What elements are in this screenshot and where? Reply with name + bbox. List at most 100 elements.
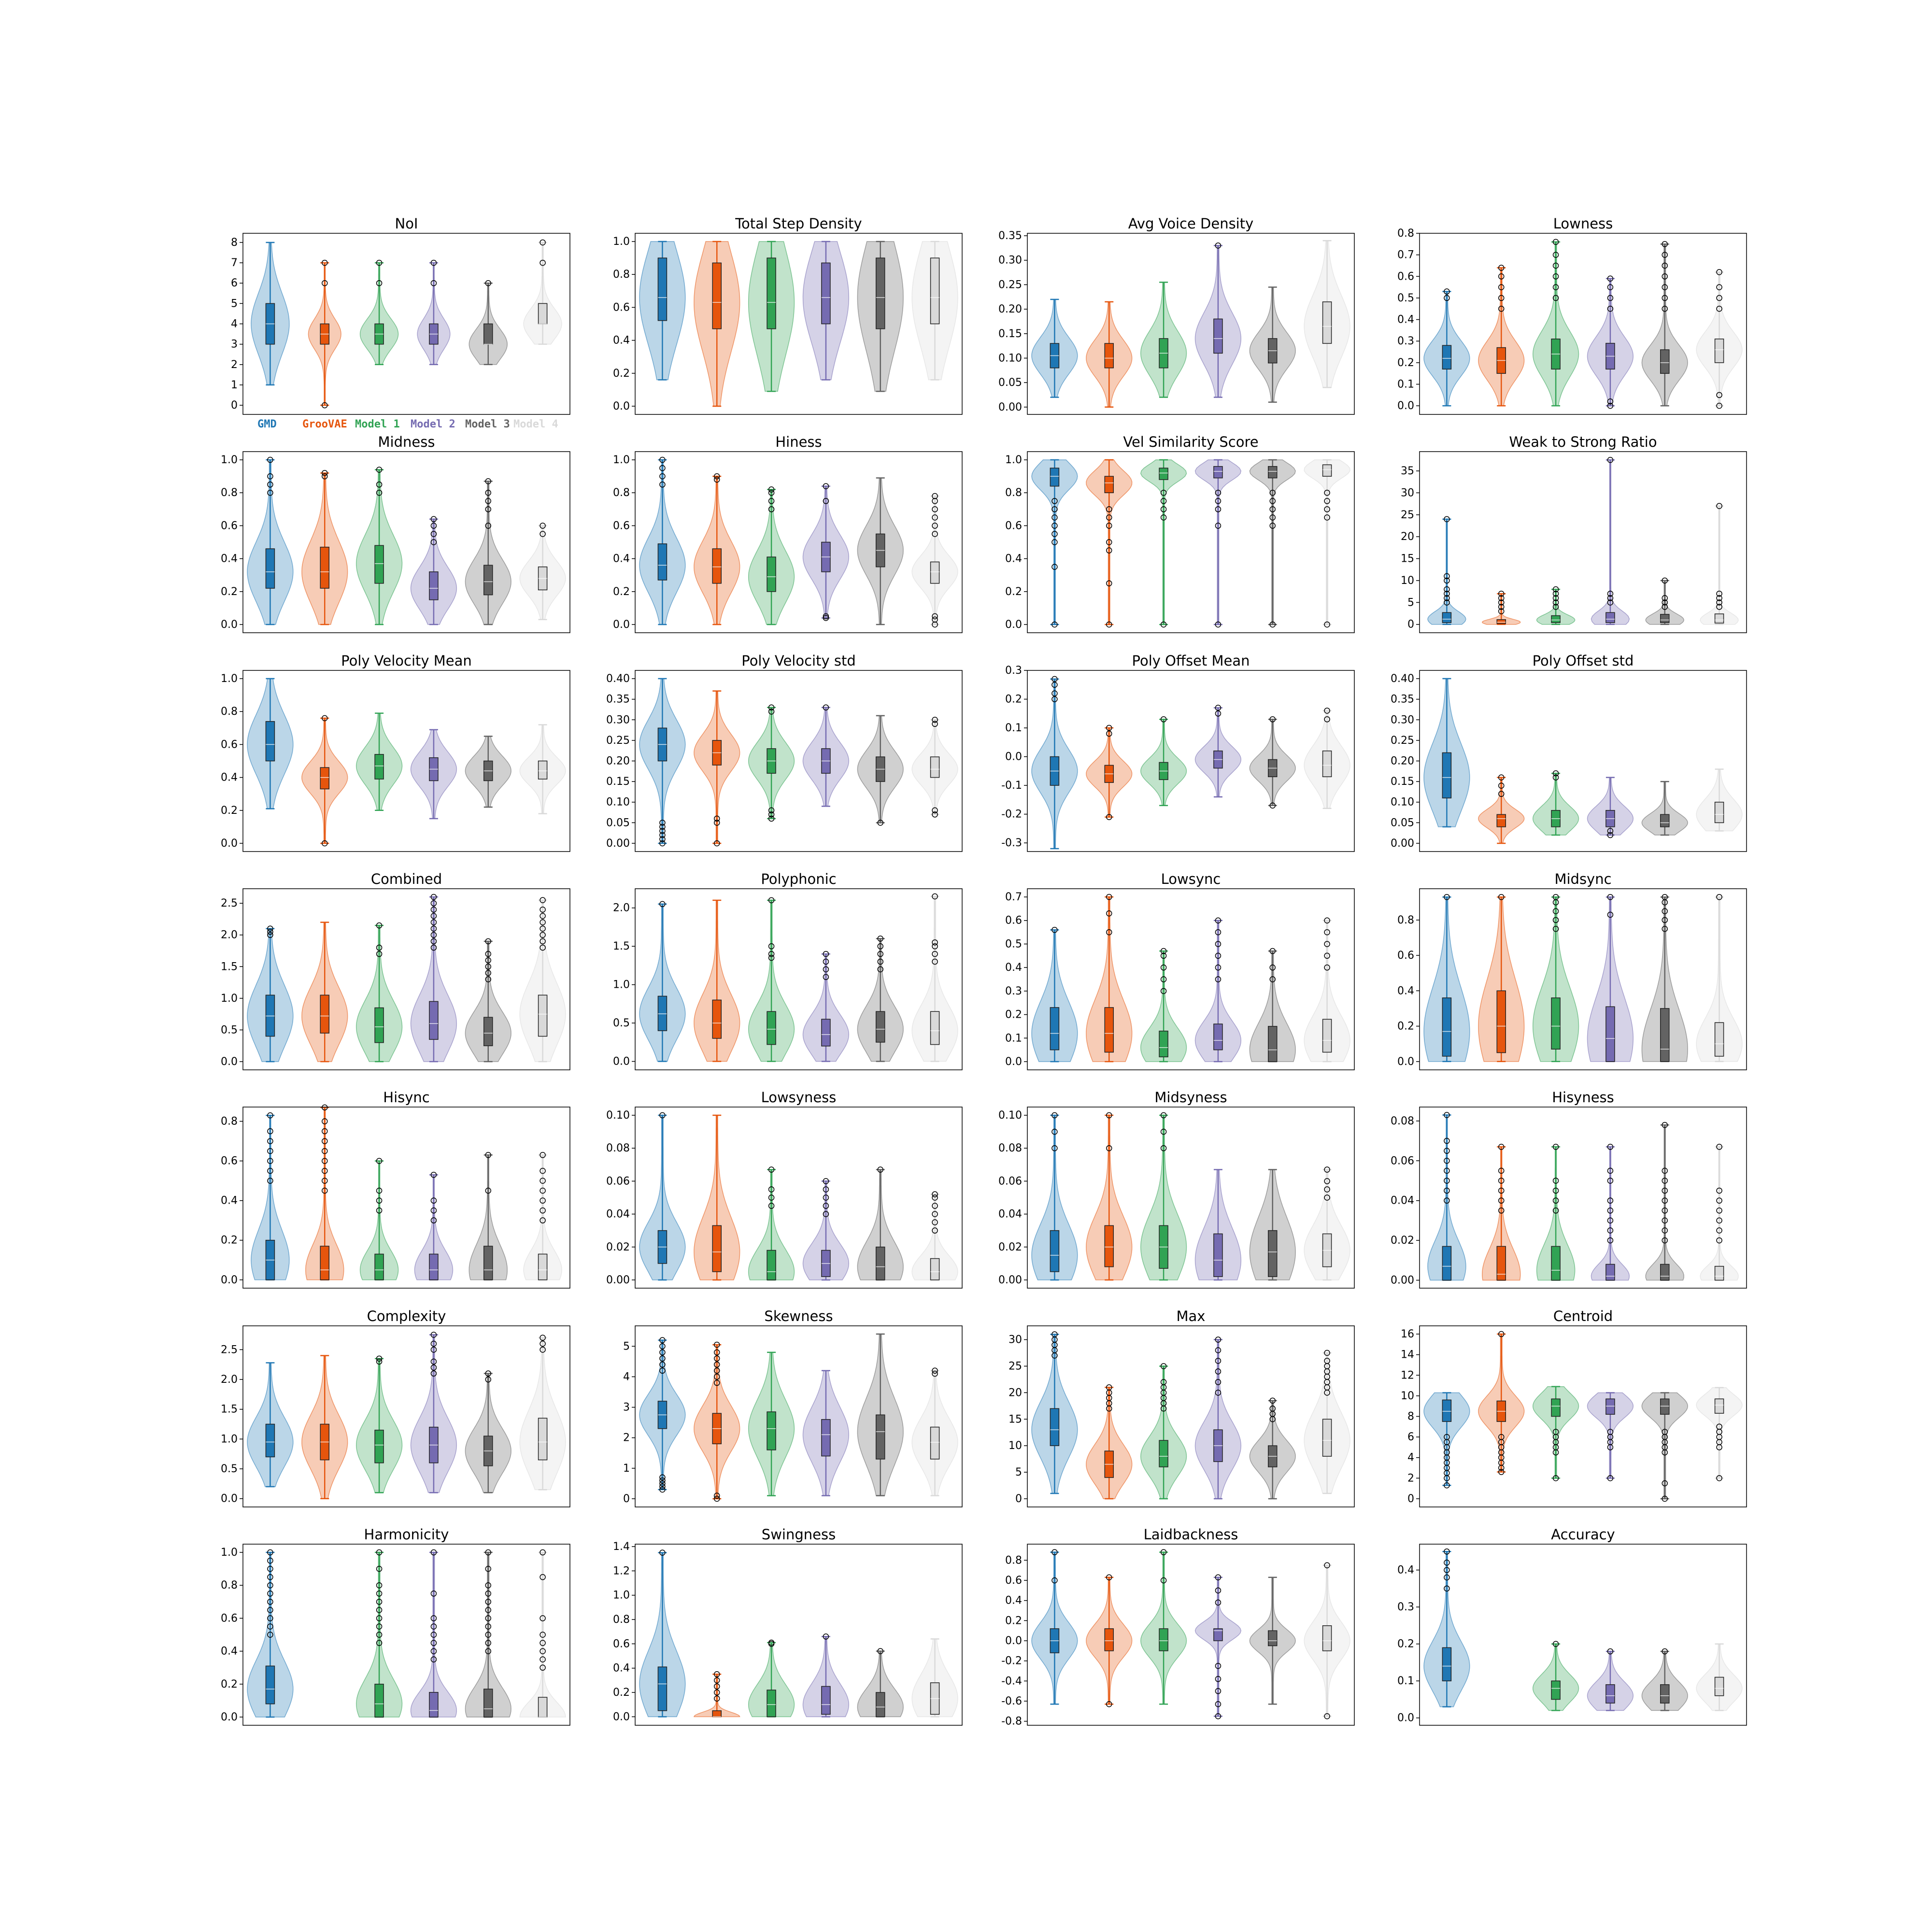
outlier-point <box>1607 284 1614 290</box>
outlier-point <box>1498 608 1505 614</box>
violin-model-1 <box>748 1639 795 1718</box>
y-tick-label: 0.00 <box>606 838 630 850</box>
outlier-point <box>430 900 437 907</box>
outlier-point <box>877 951 883 957</box>
y-tick-label: 0.0 <box>221 619 238 631</box>
iqr-box <box>1322 1625 1332 1651</box>
outlier-point <box>430 1332 437 1338</box>
violin-groovae <box>1086 894 1133 1063</box>
iqr-box <box>1496 1246 1506 1281</box>
outlier-point <box>1215 952 1222 959</box>
iqr-box <box>1322 1419 1332 1457</box>
outlier-point <box>267 1112 273 1119</box>
iqr-box <box>1714 613 1724 624</box>
iqr-box <box>320 546 329 589</box>
y-tick-label: 0.04 <box>998 1208 1022 1221</box>
outlier-point <box>1552 1178 1559 1184</box>
violin-model-3 <box>1645 1122 1684 1281</box>
iqr-box <box>930 561 940 584</box>
outlier-point <box>1607 894 1614 900</box>
outlier-point <box>932 943 938 950</box>
outlier-point <box>322 1104 328 1111</box>
outlier-point <box>1607 306 1614 312</box>
outlier-point <box>1552 894 1559 900</box>
outlier-point <box>540 925 546 932</box>
axes-frame <box>1419 888 1747 1070</box>
outlier-point <box>376 1599 383 1605</box>
subplot-title: Max <box>1177 1308 1206 1324</box>
outlier-point <box>1607 1208 1614 1214</box>
y-tick-label: 0.20 <box>998 303 1022 315</box>
y-tick-label: 0.15 <box>998 328 1022 340</box>
outlier-point <box>932 531 938 537</box>
y-tick-label: 0.10 <box>998 352 1022 364</box>
outlier-point <box>267 456 273 463</box>
outlier-point <box>659 824 666 830</box>
outlier-point <box>1607 457 1614 463</box>
y-tick-label: 1.2 <box>613 1565 630 1577</box>
subplot-title: Laidbackness <box>1144 1526 1238 1543</box>
axes-frame <box>635 1107 963 1289</box>
outlier-point <box>322 1148 328 1154</box>
violin-groovae <box>1086 301 1133 408</box>
violin-groovae <box>1478 1331 1525 1475</box>
violin-groovae <box>1478 265 1525 407</box>
outlier-point <box>540 1152 546 1158</box>
outlier-point <box>485 1591 491 1597</box>
violin-model-2 <box>1591 1144 1630 1281</box>
outlier-point <box>1215 941 1222 947</box>
violin-model-1 <box>1140 1549 1187 1705</box>
outlier-point <box>540 1640 546 1646</box>
outlier-point <box>1051 1112 1058 1119</box>
violin-gmd <box>1423 678 1470 828</box>
outlier-point <box>1106 621 1112 628</box>
violin-model-1 <box>1140 282 1187 398</box>
y-tick-label: 1.0 <box>613 1590 630 1602</box>
violin-model-3 <box>1641 1392 1688 1502</box>
outlier-point <box>1498 1208 1505 1214</box>
outlier-point <box>1607 832 1614 838</box>
outlier-point <box>1552 599 1559 606</box>
violin-model-1 <box>1532 770 1579 836</box>
outlier-point <box>322 1118 328 1124</box>
outlier-point <box>540 239 546 246</box>
outlier-point <box>485 957 491 964</box>
violin-model-2 <box>1194 917 1242 1063</box>
iqr-box <box>1268 1630 1278 1647</box>
violin-model-3 <box>1645 577 1684 625</box>
outlier-point <box>1444 1112 1450 1118</box>
outlier-point <box>1662 252 1668 258</box>
violin-model-4 <box>911 893 958 1062</box>
violin-groovae <box>1086 1574 1133 1707</box>
outlier-point <box>1662 1495 1668 1502</box>
violin-model-1 <box>1532 1641 1579 1711</box>
outlier-point <box>1269 498 1276 504</box>
outlier-point <box>322 470 328 476</box>
outlier-point <box>540 1197 546 1204</box>
outlier-point <box>430 938 437 945</box>
y-tick-label: 6 <box>231 277 238 289</box>
violin-model-2 <box>417 259 451 366</box>
y-tick-label: 0.05 <box>1391 817 1414 829</box>
outlier-point <box>1324 1194 1330 1201</box>
outlier-point <box>823 966 829 973</box>
iqr-box <box>1605 1264 1615 1281</box>
outlier-point <box>1498 284 1505 290</box>
y-tick-label: 0.20 <box>1391 755 1414 767</box>
outlier-point <box>1716 284 1722 290</box>
violin-groovae <box>693 1671 740 1718</box>
violin-model-1 <box>1140 459 1187 628</box>
outlier-point <box>322 715 328 722</box>
violin-groovae <box>694 473 740 625</box>
y-tick-label: 0.2 <box>1397 357 1414 369</box>
outlier-point <box>376 1565 383 1572</box>
outlier-point <box>1215 1587 1222 1594</box>
y-tick-label: 0.6 <box>1005 915 1022 927</box>
y-tick-label: 0 <box>623 1493 630 1505</box>
outlier-point <box>1552 604 1559 610</box>
outlier-point <box>267 1607 273 1613</box>
y-tick-label: 0.2 <box>613 368 630 380</box>
violin-model-4 <box>1700 503 1739 625</box>
y-tick-label: 0.1 <box>1005 1032 1022 1044</box>
outlier-point <box>1051 926 1058 933</box>
